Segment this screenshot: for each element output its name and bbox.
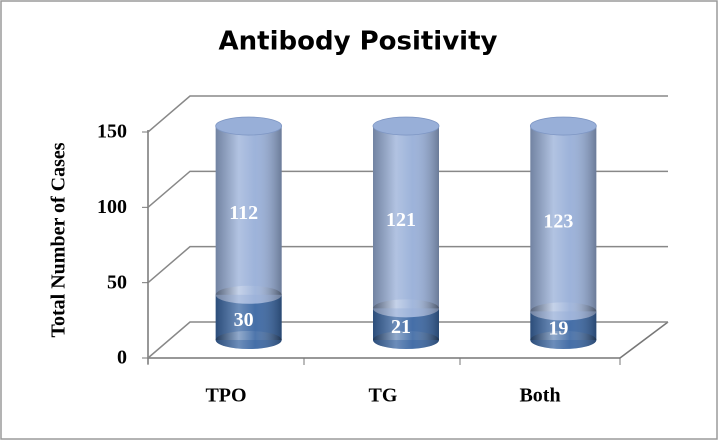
cylinder-top bbox=[372, 116, 440, 136]
cylinder-shade bbox=[215, 126, 282, 295]
y-axis-label: Total Number of Cases bbox=[48, 142, 70, 337]
chart-title: Antibody Positivity bbox=[219, 27, 498, 57]
value-label: 19 bbox=[548, 317, 568, 339]
cylinder-bottom-shade bbox=[215, 285, 282, 304]
grid-line bbox=[147, 170, 668, 208]
cylinder-bottom-shade bbox=[530, 331, 597, 349]
y-tick-label: 150 bbox=[97, 121, 127, 143]
y-tick-label: 0 bbox=[117, 347, 127, 369]
cylinder-bottom-shade bbox=[530, 302, 597, 321]
grid-line bbox=[147, 321, 668, 359]
cylinder-shade bbox=[373, 126, 439, 309]
cylinder-bottom-shade bbox=[373, 331, 439, 349]
x-tick-label: TG bbox=[369, 385, 398, 407]
y-tick-label: 50 bbox=[107, 271, 127, 293]
value-label: 121 bbox=[386, 209, 416, 231]
value-label: 112 bbox=[229, 202, 258, 224]
cylinder-shade bbox=[530, 126, 597, 312]
value-label: 21 bbox=[391, 316, 411, 338]
cylinder-bottom-shade bbox=[215, 331, 282, 349]
grid-line bbox=[147, 95, 668, 133]
x-tick-label: Both bbox=[519, 385, 560, 407]
floor-side bbox=[619, 321, 669, 359]
cylinder-bottom-shade bbox=[373, 299, 439, 318]
x-tick-label: TPO bbox=[205, 385, 246, 407]
cylinder-top bbox=[529, 116, 597, 136]
cylinder-top bbox=[215, 116, 283, 136]
plot bbox=[147, 95, 669, 364]
grid-line bbox=[147, 245, 668, 284]
value-label: 30 bbox=[234, 309, 254, 331]
y-tick-label: 100 bbox=[97, 196, 127, 218]
value-label: 123 bbox=[543, 210, 573, 232]
